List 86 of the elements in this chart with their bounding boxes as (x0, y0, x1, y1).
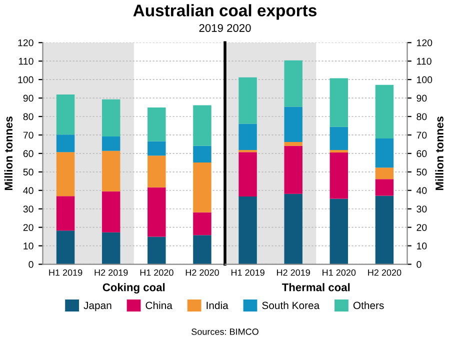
bar (193, 235, 212, 264)
bar (148, 107, 166, 142)
bar (102, 99, 120, 136)
x-tick-label: H1 2020 (322, 269, 356, 276)
y-tick-label: 90 (23, 94, 34, 102)
x-axis-title: Coking coal (102, 283, 165, 294)
bar (102, 136, 120, 151)
bar (148, 141, 166, 156)
y-tick-label: 60 (23, 150, 34, 158)
x-tick-label: H2 2019 (277, 269, 310, 276)
bar (284, 194, 302, 264)
y-tick-label: 110 (18, 58, 34, 65)
x-tick-label: H2 2020 (368, 269, 402, 276)
y-tick-label: 40 (23, 187, 34, 194)
x-axis-title: Thermal coal (282, 283, 350, 292)
bar (330, 198, 348, 264)
y-tick-label: 70 (23, 132, 34, 139)
y2-tick-label: 0 (416, 261, 422, 268)
bar (330, 78, 348, 127)
y2-tick-label: 90 (416, 94, 427, 102)
x-tick-label: H1 2019 (49, 269, 82, 276)
source-note: Sources: BIMCO (192, 328, 258, 335)
legend-label: Others (353, 301, 384, 310)
bar (375, 84, 394, 138)
legend-label: India (206, 301, 228, 310)
bar (148, 156, 166, 188)
y-tick-label: 100 (18, 76, 34, 84)
bar (284, 106, 302, 142)
y-tick-label: 50 (23, 168, 34, 176)
y2-axis-title: Million tonnes (435, 116, 444, 190)
bar (193, 162, 212, 212)
bar (284, 60, 302, 107)
y-tick-label: 30 (23, 206, 34, 212)
legend-label: China (146, 301, 172, 310)
bar (56, 230, 75, 264)
bar (330, 126, 348, 150)
bar (375, 168, 394, 180)
legend-label: Japan (84, 302, 112, 312)
bar (56, 134, 75, 152)
legend-label: South Korea (262, 301, 320, 310)
y2-tick-label: 30 (416, 206, 427, 212)
bar (375, 138, 394, 168)
bar (375, 179, 394, 196)
bar (375, 196, 394, 264)
bar (330, 152, 348, 199)
bar (193, 105, 212, 146)
y2-tick-label: 10 (417, 242, 427, 250)
y-tick-label: 20 (23, 224, 34, 231)
bar (284, 142, 302, 146)
x-tick-label: H2 2019 (94, 269, 128, 276)
bar (193, 146, 212, 162)
bar (238, 150, 257, 152)
bar (102, 150, 120, 192)
bar (56, 152, 75, 196)
y2-tick-label: 40 (416, 187, 427, 194)
bar (56, 94, 75, 135)
bar (102, 191, 120, 232)
x-tick-label: H2 2020 (186, 269, 219, 276)
bar (56, 196, 75, 231)
y2-tick-label: 20 (416, 224, 427, 231)
bar (284, 146, 302, 194)
y-tick-label: 0 (28, 261, 34, 268)
bar (238, 124, 257, 150)
bar (238, 77, 257, 124)
y-tick-label: 80 (23, 113, 34, 120)
bar (102, 232, 120, 264)
y-tick-label: 10 (24, 242, 34, 250)
x-tick-label: H1 2020 (140, 269, 174, 276)
bar (238, 152, 257, 196)
y-tick-label: 120 (18, 39, 34, 46)
chart-title: Australian coal exports (133, 4, 316, 20)
bar (148, 236, 166, 264)
chart-subtitle: 2019 2020 (199, 24, 251, 32)
y-axis-title: Million tonnes (4, 116, 13, 190)
y2-tick-label: 100 (417, 76, 432, 84)
bar (330, 150, 348, 153)
y2-tick-label: 110 (417, 58, 432, 65)
y2-tick-label: 70 (416, 132, 427, 139)
bar (193, 212, 212, 236)
x-tick-label: H1 2019 (231, 269, 264, 276)
y2-tick-label: 50 (416, 168, 427, 176)
y2-tick-label: 60 (416, 150, 427, 158)
bar (238, 196, 257, 264)
y2-tick-label: 80 (416, 113, 427, 120)
bar (148, 187, 166, 237)
y2-tick-label: 120 (417, 39, 432, 46)
